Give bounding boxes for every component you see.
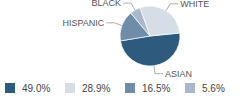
- slice-label: BLACK: [92, 0, 122, 8]
- slice-labels: ASIAN WHITE HISPANIC BLACK: [63, 0, 210, 79]
- legend: 49.0% 28.9% 16.5% 5.6%: [5, 83, 225, 94]
- leader-line: [154, 66, 163, 74]
- legend-swatch: [125, 83, 135, 93]
- legend-label: 28.9%: [82, 83, 110, 94]
- pie: [120, 6, 180, 66]
- leader-line: [106, 23, 122, 26]
- pie-slice: [131, 8, 150, 36]
- legend-swatch: [185, 83, 195, 93]
- leader-line: [166, 4, 178, 11]
- slice-label: ASIAN: [165, 69, 192, 79]
- slice-label: HISPANIC: [63, 18, 105, 28]
- legend-label: 5.6%: [202, 83, 225, 94]
- slice-label: WHITE: [180, 0, 209, 9]
- legend-label: 16.5%: [142, 83, 170, 94]
- legend-swatch: [5, 83, 15, 93]
- leader-line: [123, 3, 135, 10]
- legend-label: 49.0%: [22, 83, 50, 94]
- legend-swatch: [65, 83, 75, 93]
